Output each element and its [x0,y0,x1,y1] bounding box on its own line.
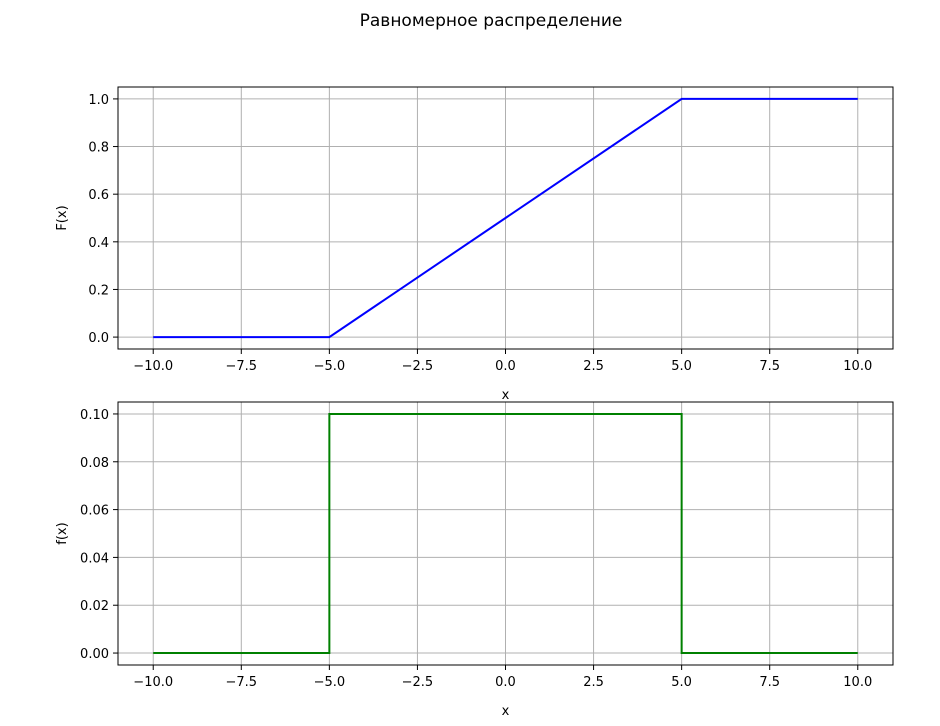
pdf-xtick-label-8: 10.0 [843,675,872,690]
pdf-xtick-label-6: 5.0 [671,675,692,690]
cdf-xtick-label-8: 10.0 [843,359,872,374]
cdf-xtick-label-4: 0.0 [495,359,516,374]
cdf-xtick-label-1: −7.5 [226,359,258,374]
pdf-ytick-label-0: 0.00 [80,647,109,662]
pdf-xtick-label-2: −5.0 [314,675,346,690]
cdf-xtick-label-2: −5.0 [314,359,346,374]
pdf-ytick-label-2: 0.04 [80,551,109,566]
pdf-xtick-label-3: −2.5 [402,675,434,690]
cdf-ytick-label-4: 0.8 [88,141,109,156]
cdf-ytick-label-5: 1.0 [88,93,109,108]
pdf-xtick-label-0: −10.0 [133,675,173,690]
pdf-ytick-label-3: 0.06 [80,504,109,519]
pdf-ytick-label-4: 0.08 [80,456,109,471]
cdf-ytick-label-2: 0.4 [88,236,109,251]
cdf-xtick-label-3: −2.5 [402,359,434,374]
cdf-xtick-label-5: 2.5 [583,359,604,374]
cdf-xtick-label-6: 5.0 [671,359,692,374]
cdf-ytick-label-1: 0.2 [88,283,109,298]
cdf-xtick-label-7: 7.5 [759,359,780,374]
figure-title: Равномерное распределение [360,11,623,31]
pdf-xlabel: x [502,704,510,719]
pdf-ytick-label-5: 0.10 [80,408,109,423]
pdf-ytick-label-1: 0.02 [80,599,109,614]
pdf-ylabel: f(x) [55,522,70,544]
cdf-series-line-0 [153,97,858,339]
cdf-ylabel: F(x) [55,205,70,230]
pdf-xtick-label-7: 7.5 [759,675,780,690]
cdf-xlabel: x [502,388,510,403]
cdf-xtick-label-0: −10.0 [133,359,173,374]
pdf-series-line-0 [153,412,858,655]
cdf-ytick-label-3: 0.6 [88,188,109,203]
cdf-ytick-label-0: 0.0 [88,331,109,346]
pdf-xtick-label-5: 2.5 [583,675,604,690]
pdf-xtick-label-4: 0.0 [495,675,516,690]
pdf-xtick-label-1: −7.5 [226,675,258,690]
